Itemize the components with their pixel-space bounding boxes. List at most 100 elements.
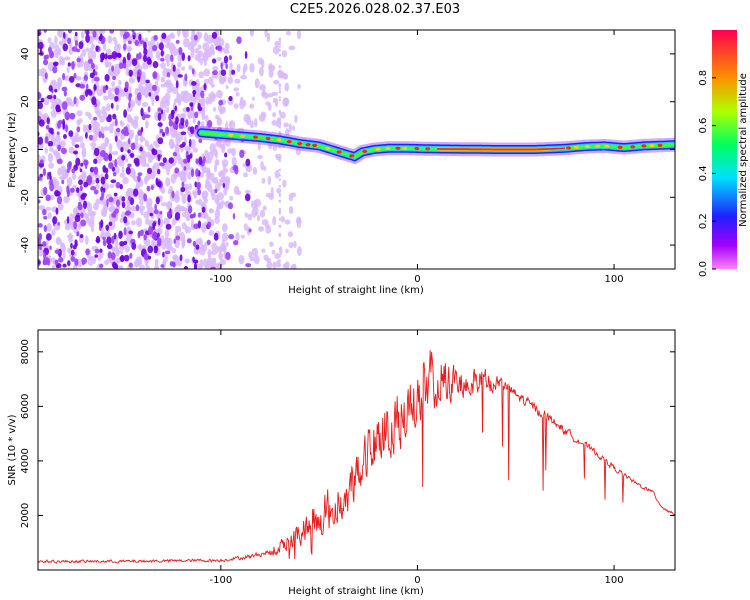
noise-speck: [187, 111, 192, 120]
noise-speck: [274, 169, 280, 179]
noise-speck: [57, 167, 62, 176]
noise-blob: [178, 46, 183, 56]
noise-speck: [279, 246, 283, 256]
noise-blob: [115, 52, 122, 58]
noise-speck: [58, 47, 62, 56]
noise-speck: [61, 57, 65, 66]
noise-streak: [278, 234, 281, 237]
noise-speck: [265, 225, 272, 234]
noise-speck: [190, 46, 195, 53]
noise-streak: [278, 45, 281, 48]
noise-speck: [172, 86, 179, 95]
noise-blob: [172, 261, 176, 268]
noise-blob: [56, 158, 63, 165]
noise-blob: [43, 30, 48, 33]
noise-blob: [111, 51, 118, 60]
noise-speck: [254, 198, 262, 208]
noise-speck: [294, 114, 298, 123]
noise-speck: [211, 242, 217, 252]
noise-blob: [181, 181, 185, 188]
noise-speck: [258, 66, 264, 77]
noise-blob: [92, 116, 98, 121]
noise-speck: [227, 76, 234, 84]
noise-blob: [66, 168, 70, 174]
noise-speck: [252, 167, 258, 175]
noise-blob: [57, 144, 61, 152]
noise-blob: [186, 154, 191, 163]
noise-blob: [149, 59, 152, 65]
noise-blob: [200, 90, 205, 99]
noise-blob: [70, 187, 75, 193]
noise-blob: [156, 168, 161, 175]
noise-speck: [133, 115, 139, 121]
ridge-hotspot: [425, 147, 431, 151]
noise-speck: [194, 248, 201, 255]
noise-blob: [122, 56, 127, 65]
noise-blob: [145, 79, 150, 84]
noise-speck: [138, 205, 146, 212]
noise-blob: [124, 211, 131, 216]
noise-blob: [133, 157, 140, 165]
ridge-hotspot: [585, 144, 591, 149]
noise-streak: [278, 99, 281, 102]
noise-speck: [138, 155, 143, 160]
noise-speck: [119, 249, 123, 255]
noise-blob: [193, 262, 198, 269]
noise-speck: [199, 259, 204, 269]
snr-plot-area: [38, 330, 675, 570]
noise-speck: [71, 173, 77, 180]
noise-blob: [148, 255, 152, 260]
ridge-hotspot: [574, 145, 580, 149]
noise-blob: [93, 166, 99, 175]
noise-speck: [38, 110, 42, 117]
noise-speck: [204, 51, 208, 58]
noise-speck: [106, 103, 111, 112]
noise-blob: [121, 154, 126, 161]
ridge-hotspot: [604, 144, 610, 148]
noise-blob: [139, 229, 144, 237]
noise-speck: [84, 60, 89, 67]
noise-blob: [192, 212, 196, 218]
noise-speck: [97, 30, 104, 35]
noise-blob: [104, 173, 109, 180]
noise-blob: [212, 70, 218, 76]
noise-blob: [95, 235, 101, 244]
noise-blob: [151, 148, 156, 155]
noise-speck: [66, 66, 70, 74]
noise-speck: [203, 197, 208, 204]
noise-streak: [278, 65, 281, 68]
noise-blob: [78, 179, 83, 186]
noise-blob: [66, 185, 70, 194]
noise-blob: [99, 150, 106, 158]
noise-blob: [147, 106, 151, 113]
noise-blob: [159, 128, 164, 134]
noise-blob: [94, 71, 98, 76]
noise-blob: [183, 166, 187, 171]
noise-blob: [113, 192, 118, 197]
noise-speck: [249, 120, 255, 129]
ridge-hotspot: [276, 138, 282, 142]
noise-speck: [160, 76, 166, 83]
noise-speck: [100, 142, 107, 152]
noise-speck: [119, 217, 124, 224]
noise-speck: [257, 155, 263, 160]
noise-speck: [181, 222, 187, 230]
noise-blob: [104, 74, 110, 82]
noise-blob: [162, 251, 165, 258]
noise-speck: [236, 63, 241, 73]
noise-speck: [121, 166, 125, 174]
noise-speck: [249, 103, 255, 109]
noise-speck: [114, 67, 120, 77]
noise-blob: [131, 30, 135, 33]
snr-xlabel: Height of straight line (km): [288, 586, 424, 597]
noise-speck: [215, 245, 220, 254]
noise-blob: [127, 149, 131, 154]
noise-blob: [67, 30, 73, 34]
noise-speck: [78, 135, 84, 143]
spectrogram-xtick-label: 100: [605, 274, 624, 285]
noise-speck: [192, 190, 196, 196]
noise-speck: [125, 158, 129, 163]
noise-blob: [213, 232, 219, 241]
noise-blob: [127, 40, 132, 45]
noise-speck: [200, 98, 205, 104]
